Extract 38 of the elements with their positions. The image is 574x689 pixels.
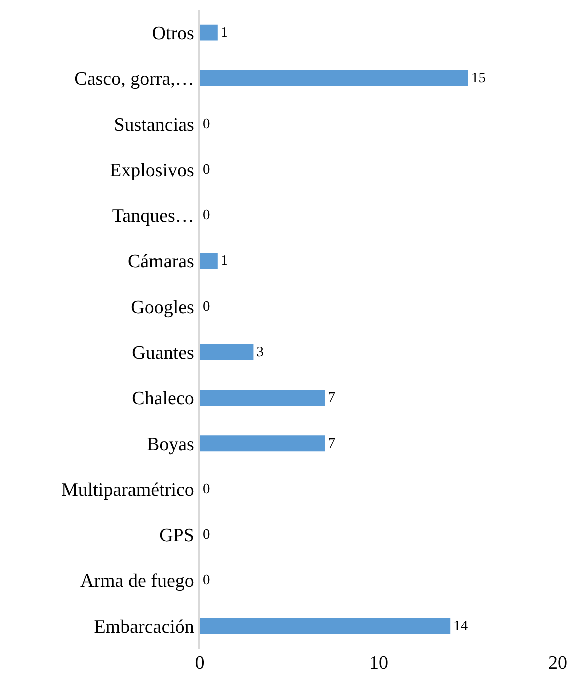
bar xyxy=(200,390,326,406)
data-label: 1 xyxy=(220,25,228,42)
y-tick-label: Guantes xyxy=(132,342,194,364)
y-tick-label: Arma de fuego xyxy=(80,571,194,592)
bar xyxy=(200,24,218,41)
data-label: 14 xyxy=(454,618,468,634)
y-tick-label: Tanques… xyxy=(112,206,194,228)
y-tick-label: Sustancias xyxy=(114,114,194,136)
y-tick-label: Googles xyxy=(131,297,194,318)
y-tick-label: Casco, gorra,… xyxy=(74,69,194,90)
y-tick-label: Cámaras xyxy=(128,252,194,273)
bar xyxy=(200,618,451,634)
data-label: 0 xyxy=(203,527,210,544)
bar xyxy=(200,344,254,360)
y-tick-label: Chaleco xyxy=(132,388,194,410)
y-tick-label: Multiparamétrico xyxy=(61,480,194,501)
data-label: 7 xyxy=(328,390,336,406)
data-label: 15 xyxy=(472,70,486,87)
y-tick-label: Otros xyxy=(152,23,194,44)
y-tick-label: Embarcación xyxy=(94,616,195,638)
data-label: 0 xyxy=(203,298,210,315)
data-label: 0 xyxy=(203,162,210,178)
data-label: 1 xyxy=(220,253,228,270)
data-label: 7 xyxy=(328,436,336,452)
x-tick-label: 0 xyxy=(195,653,205,674)
data-label: 0 xyxy=(203,481,210,498)
data-label: 3 xyxy=(256,344,264,361)
bar xyxy=(200,436,326,452)
data-label: 0 xyxy=(203,116,210,132)
y-tick-label: Boyas xyxy=(146,434,194,456)
data-label: 0 xyxy=(203,572,210,589)
bar xyxy=(200,70,468,86)
data-label: 0 xyxy=(203,208,210,224)
y-tick-label: GPS xyxy=(160,526,194,547)
x-tick-label: 20 xyxy=(548,653,568,674)
y-tick-label: Explosivos xyxy=(110,160,194,182)
x-tick-label: 10 xyxy=(370,653,388,674)
bar xyxy=(200,253,218,270)
